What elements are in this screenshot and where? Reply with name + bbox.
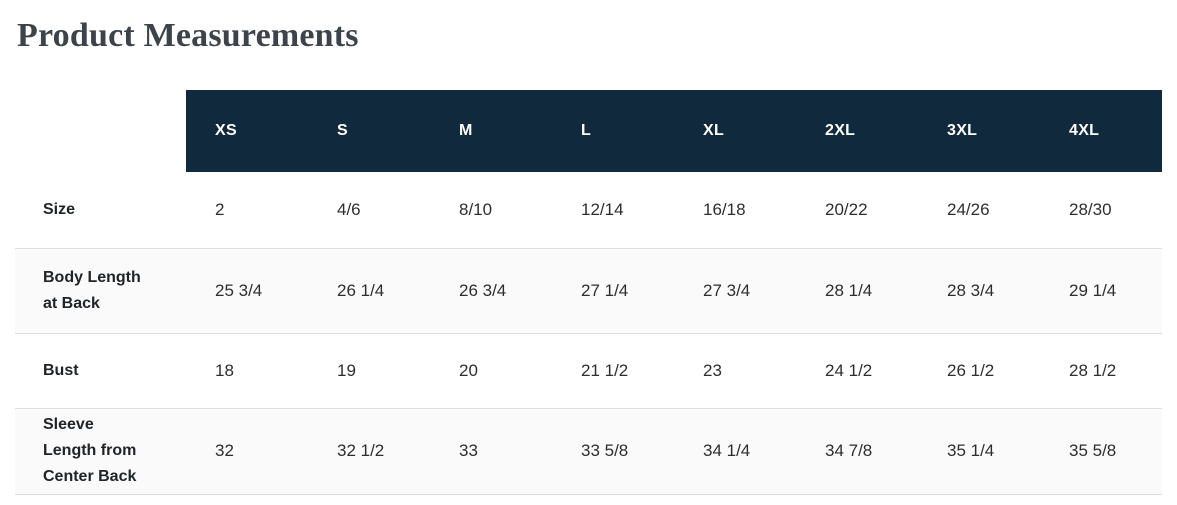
size-column-header-2xl: 2XL	[796, 90, 918, 172]
cell-value: 25 3/4	[215, 280, 263, 300]
cell-value: 35 1/4	[947, 441, 995, 460]
cell-value: 26 1/2	[947, 360, 995, 380]
row-label: Sleeve Length from Center Back	[43, 416, 137, 485]
row-sleeve-length-from-center-back: Sleeve Length from Center Back 32 32 1/2…	[15, 408, 1162, 494]
cell-value: 24/26	[947, 199, 990, 219]
corner-cell	[15, 90, 186, 172]
row-label: Size	[43, 200, 76, 218]
cell-value: 33 5/8	[581, 441, 629, 460]
cell-value: 4/6	[337, 199, 361, 219]
row-bust: Bust 18 19 20 21 1/2 23 24 1/2 26 1/2 28…	[15, 333, 1162, 408]
cell-value: 24 1/2	[825, 360, 873, 380]
header-row: XS S M L XL 2XL 3XL 4XL	[15, 90, 1162, 172]
cell-value: 12/14	[581, 199, 624, 219]
row-body-length-at-back: Body Length at Back 25 3/4 26 1/4 26 3/4…	[15, 248, 1162, 333]
size-column-header-l: L	[552, 90, 674, 172]
cell-value: 34 1/4	[703, 441, 751, 460]
cell-value: 29 1/4	[1069, 280, 1117, 300]
size-chart-header: XS S M L XL 2XL 3XL 4XL	[15, 90, 1162, 172]
size-column-header-m: M	[430, 90, 552, 172]
cell-value: 27 1/4	[581, 280, 629, 300]
cell-value: 34 7/8	[825, 441, 873, 460]
row-label: Bust	[43, 361, 79, 379]
cell-value: 8/10	[459, 199, 493, 219]
size-column-header-s: S	[308, 90, 430, 172]
cell-value: 20	[459, 360, 478, 380]
cell-value: 27 3/4	[703, 280, 751, 300]
size-column-header-4xl: 4XL	[1040, 90, 1162, 172]
cell-value: 28 1/2	[1069, 360, 1117, 380]
cell-value: 26 3/4	[459, 280, 507, 300]
cell-value: 20/22	[825, 199, 868, 219]
row-label: Body Length at Back	[43, 268, 141, 312]
row-size: Size 2 4/6 8/10 12/14 16/18 20/22 24/26 …	[15, 172, 1162, 248]
cell-value: 28 3/4	[947, 280, 995, 300]
page-title: Product Measurements	[17, 17, 359, 54]
cell-value: 28 1/4	[825, 280, 873, 300]
cell-value: 32	[215, 441, 234, 460]
cell-value: 21 1/2	[581, 360, 629, 380]
cell-value: 35 5/8	[1069, 441, 1117, 460]
cell-value: 33	[459, 441, 478, 460]
size-column-header-3xl: 3XL	[918, 90, 1040, 172]
cell-value: 18	[215, 360, 234, 380]
cell-value: 2	[215, 199, 225, 219]
cell-value: 19	[337, 360, 356, 380]
cell-value: 32 1/2	[337, 441, 385, 460]
cell-value: 16/18	[703, 199, 746, 219]
size-column-header-xs: XS	[186, 90, 308, 172]
size-chart-table: XS S M L XL 2XL 3XL 4XL Size 2 4/6 8/10 …	[15, 90, 1162, 495]
size-chart-body: Size 2 4/6 8/10 12/14 16/18 20/22 24/26 …	[15, 172, 1162, 494]
cell-value: 23	[703, 360, 722, 380]
size-column-header-xl: XL	[674, 90, 796, 172]
cell-value: 26 1/4	[337, 280, 385, 300]
cell-value: 28/30	[1069, 199, 1112, 219]
